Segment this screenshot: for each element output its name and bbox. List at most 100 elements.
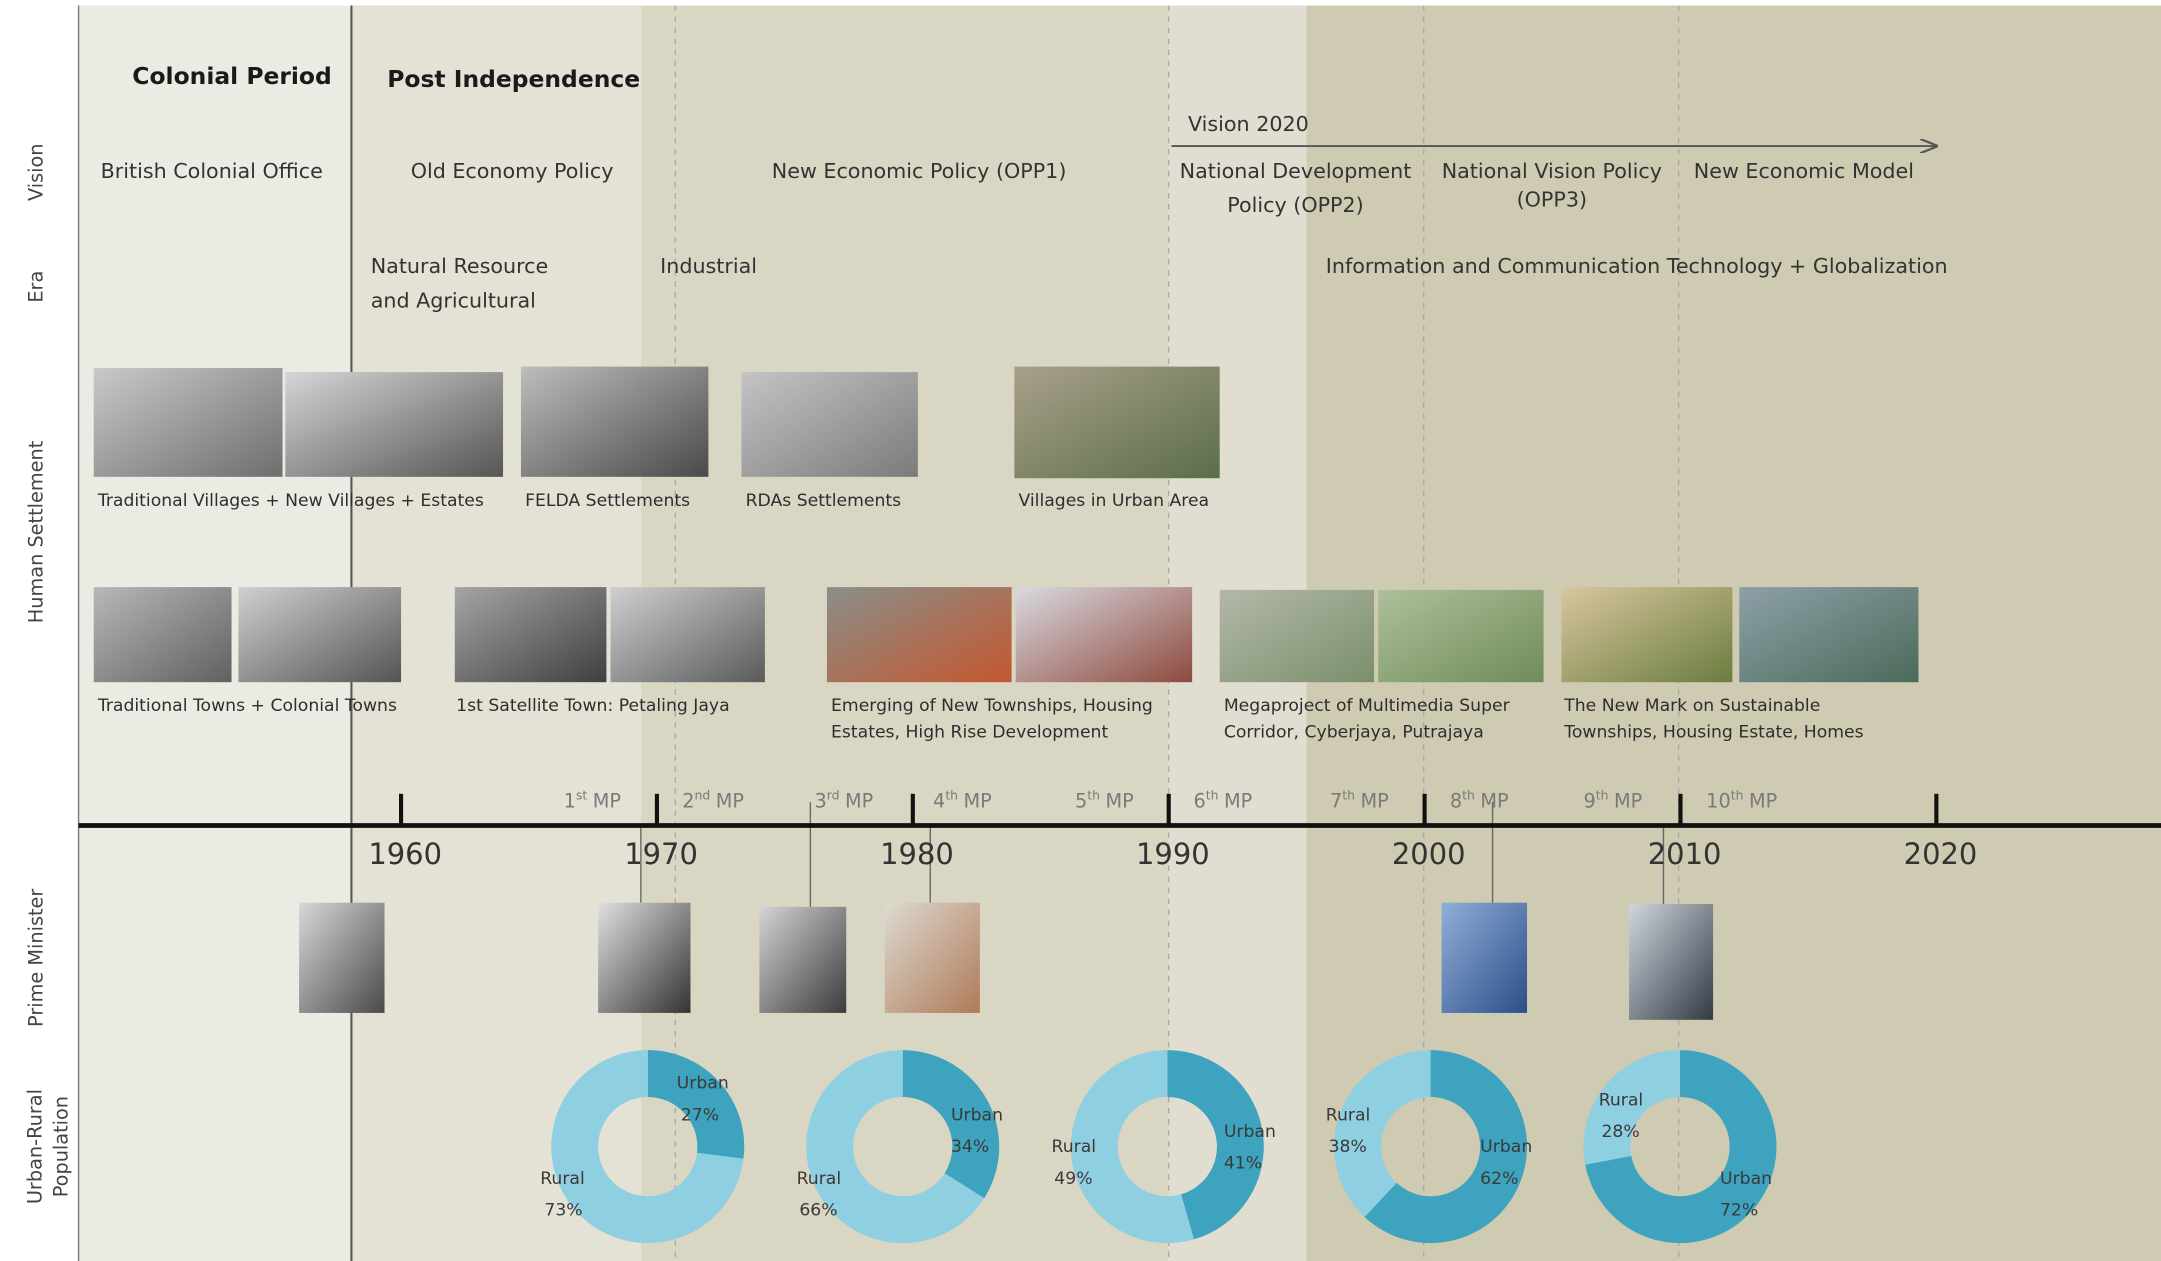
plan-text: MP: [1749, 790, 1777, 813]
donut-value: 66%: [799, 1201, 837, 1221]
settlement-caption: Townships, Housing Estate, Homes: [1563, 722, 1863, 742]
row-label: Era: [25, 271, 48, 303]
plan-ordinal: 10: [1706, 790, 1731, 813]
photo: [1378, 590, 1543, 682]
row-label: Population: [50, 1096, 73, 1197]
photo: [611, 587, 765, 682]
era: and Agricultural: [371, 288, 536, 312]
plan-ordinal: 5: [1075, 790, 1087, 813]
plan-ordinal: 2: [682, 790, 694, 813]
plan-suffix: th: [1206, 787, 1219, 802]
photo: [285, 372, 503, 477]
plan-ordinal: 4: [933, 790, 945, 813]
settlement-caption: RDAs Settlements: [746, 491, 902, 511]
settlement-caption: Villages in Urban Area: [1018, 491, 1209, 511]
settlement-caption: FELDA Settlements: [525, 491, 690, 511]
donut-value: 27%: [681, 1105, 719, 1125]
settlement-caption: Traditional Towns + Colonial Towns: [97, 696, 397, 716]
settlement-caption: Traditional Villages + New Villages + Es…: [97, 491, 484, 511]
policy: Policy (OPP2): [1227, 193, 1363, 217]
year-label: 2000: [1392, 837, 1466, 871]
year-label: 2020: [1904, 837, 1978, 871]
plan-suffix: th: [1342, 787, 1355, 802]
donut-label: Rural: [1599, 1090, 1644, 1110]
plan-suffix: rd: [827, 787, 840, 802]
year-label: 1960: [368, 837, 442, 871]
settlement-caption: 1st Satellite Town: Petaling Jaya: [456, 696, 729, 716]
photo: [741, 372, 917, 477]
era: Industrial: [660, 254, 757, 278]
plan-suffix: nd: [694, 787, 710, 802]
settlement-caption: Emerging of New Townships, Housing: [831, 696, 1153, 716]
page: { "row_labels": ["Vision", "Era", "Human…: [0, 0, 2161, 1261]
era: Natural Resource: [371, 254, 548, 278]
plan-suffix: th: [945, 787, 958, 802]
year-label: 1990: [1136, 837, 1210, 871]
photo: [885, 903, 980, 1013]
photo: [521, 367, 708, 477]
plan-ordinal: 6: [1194, 790, 1206, 813]
donut-label: Rural: [540, 1169, 585, 1189]
donut-value: 73%: [544, 1201, 582, 1221]
plan-ordinal: 1: [564, 790, 576, 813]
policy: British Colonial Office: [101, 159, 323, 183]
plan-suffix: th: [1462, 787, 1475, 802]
donut-label: Urban: [1480, 1137, 1532, 1157]
donut-value: 38%: [1329, 1137, 1367, 1157]
photo: [598, 903, 690, 1013]
donut-label: Rural: [1326, 1105, 1371, 1125]
plan-suffix: th: [1731, 787, 1744, 802]
plan-text: MP: [1224, 790, 1252, 813]
donut-value: 34%: [951, 1137, 989, 1157]
year-label: 2010: [1648, 837, 1722, 871]
plan-text: MP: [1480, 790, 1508, 813]
plan-ordinal: 9: [1584, 790, 1596, 813]
donut-value: 72%: [1720, 1201, 1758, 1221]
policy: National Development: [1180, 159, 1412, 183]
photo: [1561, 587, 1732, 682]
photo: [94, 587, 232, 682]
era: Information and Communication Technology…: [1326, 254, 1948, 278]
photo: [238, 587, 401, 682]
donut-value: 28%: [1601, 1122, 1639, 1142]
donut-label: Urban: [951, 1105, 1003, 1125]
photo: [94, 368, 283, 477]
vision-label: Vision 2020: [1188, 112, 1309, 136]
photo: [827, 587, 1012, 682]
row-label: Vision: [25, 143, 48, 201]
plan-text: MP: [1614, 790, 1642, 813]
plan-text: MP: [964, 790, 992, 813]
photo: [1014, 367, 1219, 479]
photo: [1016, 587, 1192, 682]
photo: [299, 903, 384, 1013]
photo: [1739, 587, 1918, 682]
plan-text: MP: [593, 790, 621, 813]
photo: [455, 587, 607, 682]
donut-value: 49%: [1054, 1169, 1092, 1189]
plan-text: MP: [716, 790, 744, 813]
donut-label: Rural: [1052, 1137, 1097, 1157]
policy: New Economic Policy (OPP1): [772, 159, 1067, 183]
settlement-caption: Corridor, Cyberjaya, Putrajaya: [1224, 722, 1484, 742]
period-title: Post Independence: [387, 65, 640, 93]
plan-text: MP: [1106, 790, 1134, 813]
year-label: 1980: [880, 837, 954, 871]
plan-text: MP: [1360, 790, 1388, 813]
policy: Old Economy Policy: [411, 159, 614, 183]
row-label: Prime Minister: [25, 889, 48, 1027]
plan-ordinal: 7: [1330, 790, 1342, 813]
donut-label: Urban: [1224, 1122, 1276, 1142]
policy: National Vision Policy: [1442, 159, 1662, 183]
photo: [1629, 904, 1713, 1020]
donut-label: Urban: [1720, 1169, 1772, 1189]
plan-ordinal: 3: [815, 790, 827, 813]
settlement-caption: Estates, High Rise Development: [831, 722, 1108, 742]
row-label: Human Settlement: [25, 440, 48, 623]
plan-ordinal: 8: [1450, 790, 1462, 813]
plan-suffix: th: [1087, 787, 1100, 802]
donut-label: Rural: [797, 1169, 842, 1189]
donut-value: 41%: [1224, 1154, 1262, 1174]
photo: [759, 907, 846, 1013]
plan-suffix: th: [1596, 787, 1609, 802]
